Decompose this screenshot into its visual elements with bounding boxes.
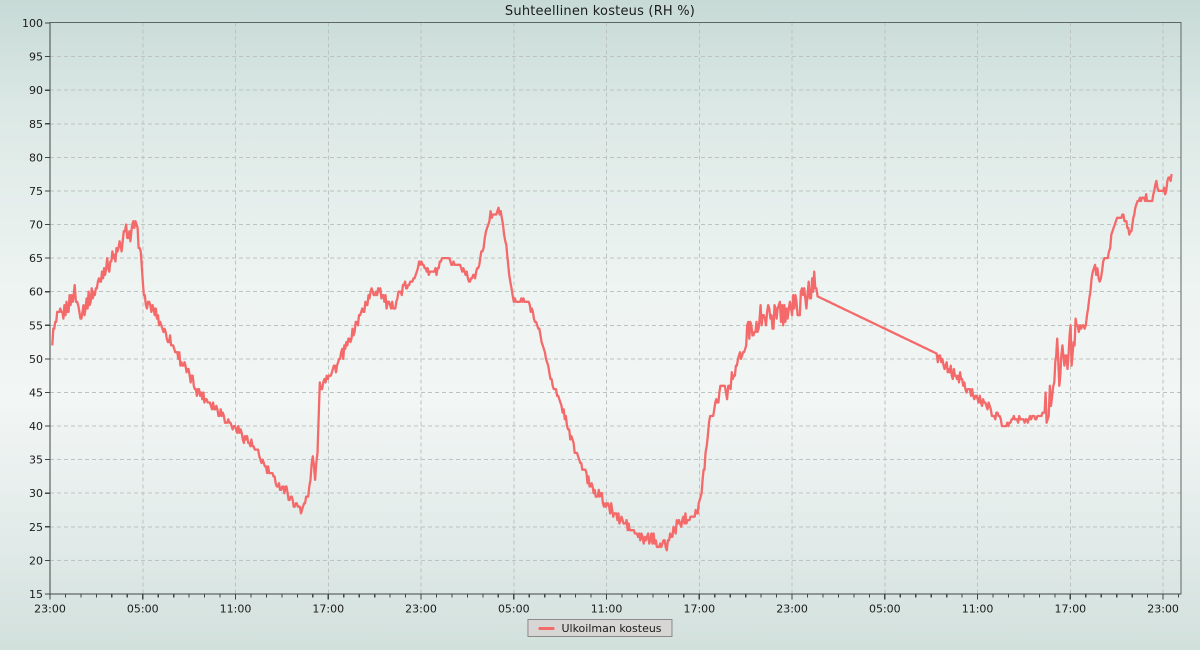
y-tick-label: 35 <box>29 454 43 467</box>
x-tick-label: 11:00 <box>962 603 994 616</box>
y-tick-label: 95 <box>29 51 43 64</box>
y-tick-label: 65 <box>29 252 43 265</box>
x-tick-label: 17:00 <box>1054 603 1086 616</box>
y-tick-label: 45 <box>29 386 43 399</box>
y-tick-label: 100 <box>22 17 43 30</box>
legend-item-ulkoilman-kosteus[interactable]: Ulkoilman kosteus <box>538 621 662 635</box>
x-tick-label: 11:00 <box>220 603 252 616</box>
y-tick-label: 20 <box>29 554 43 567</box>
legend: Ulkoilman kosteus <box>527 619 673 637</box>
x-tick-label: 23:00 <box>1147 603 1179 616</box>
x-tick-label: 17:00 <box>312 603 344 616</box>
y-tick-label: 70 <box>29 219 43 232</box>
y-tick-label: 90 <box>29 84 43 97</box>
x-tick-label: 05:00 <box>127 603 159 616</box>
x-tick-label: 23:00 <box>34 603 66 616</box>
x-tick-label: 17:00 <box>683 603 715 616</box>
x-tick-label: 05:00 <box>869 603 901 616</box>
y-tick-label: 85 <box>29 118 43 131</box>
x-tick-label: 23:00 <box>405 603 437 616</box>
x-tick-label: 05:00 <box>498 603 530 616</box>
y-tick-label: 40 <box>29 420 43 433</box>
y-tick-label: 25 <box>29 521 43 534</box>
legend-label: Ulkoilman kosteus <box>561 621 662 635</box>
y-tick-label: 50 <box>29 353 43 366</box>
y-tick-label: 75 <box>29 185 43 198</box>
y-tick-label: 60 <box>29 286 43 299</box>
series-color-swatch <box>538 626 555 630</box>
plot-border <box>49 21 1182 595</box>
y-tick-label: 55 <box>29 319 43 332</box>
humidity-series-line <box>51 173 1173 552</box>
chart-title: Suhteellinen kosteus (RH %) <box>504 4 696 19</box>
y-tick-label: 15 <box>29 588 43 601</box>
x-tick-label: 23:00 <box>776 603 808 616</box>
x-tick-label: 11:00 <box>591 603 623 616</box>
y-tick-label: 80 <box>29 151 43 164</box>
y-tick-label: 30 <box>29 487 43 500</box>
